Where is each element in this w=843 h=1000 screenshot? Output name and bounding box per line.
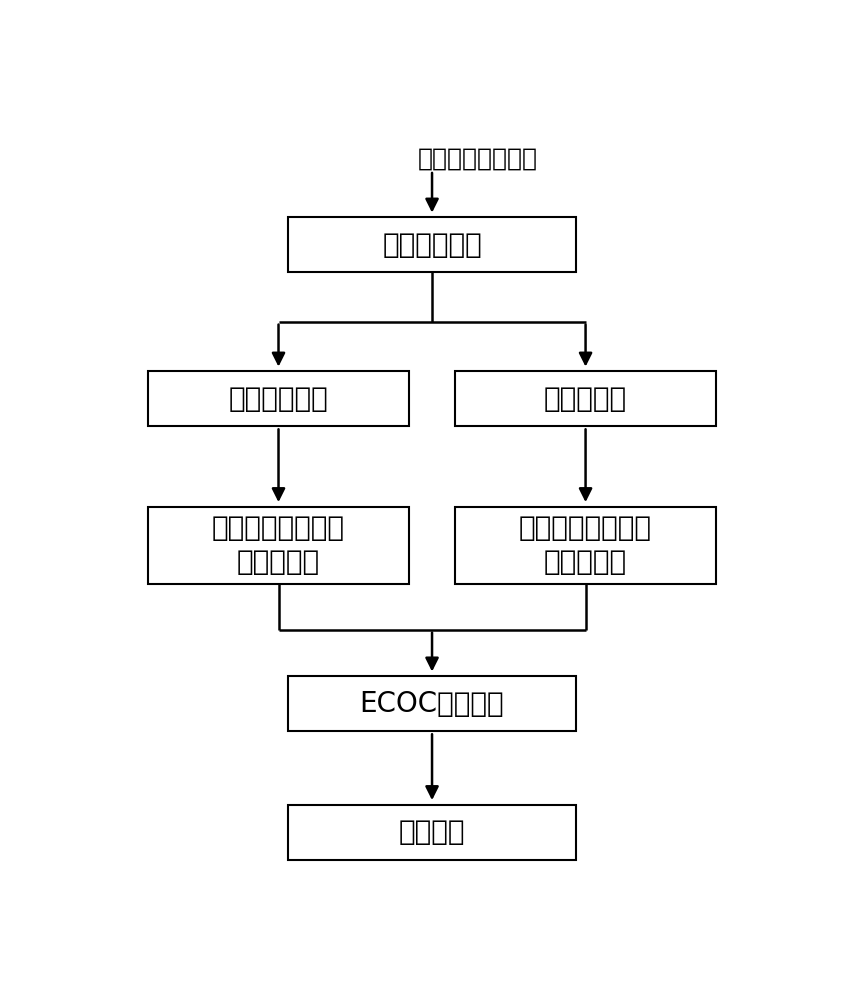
- Text: 隐马尔科夫时间序
列分析模型: 隐马尔科夫时间序 列分析模型: [519, 514, 652, 576]
- Text: 时域特征分量: 时域特征分量: [228, 385, 329, 413]
- Bar: [288, 676, 576, 731]
- Text: 待测模拟电路: 待测模拟电路: [382, 231, 482, 259]
- Bar: [148, 507, 409, 584]
- Text: 随机正弦测试信号: 随机正弦测试信号: [418, 146, 538, 170]
- Bar: [148, 371, 409, 426]
- Text: 隐马尔科夫时间序
列分析模型: 隐马尔科夫时间序 列分析模型: [212, 514, 345, 576]
- Bar: [455, 371, 717, 426]
- Text: ECOC编码融合: ECOC编码融合: [360, 690, 504, 718]
- Text: 谱特征分量: 谱特征分量: [544, 385, 627, 413]
- Text: 故障诊断: 故障诊断: [399, 818, 465, 846]
- Bar: [455, 507, 717, 584]
- Bar: [288, 805, 576, 860]
- Bar: [288, 217, 576, 272]
